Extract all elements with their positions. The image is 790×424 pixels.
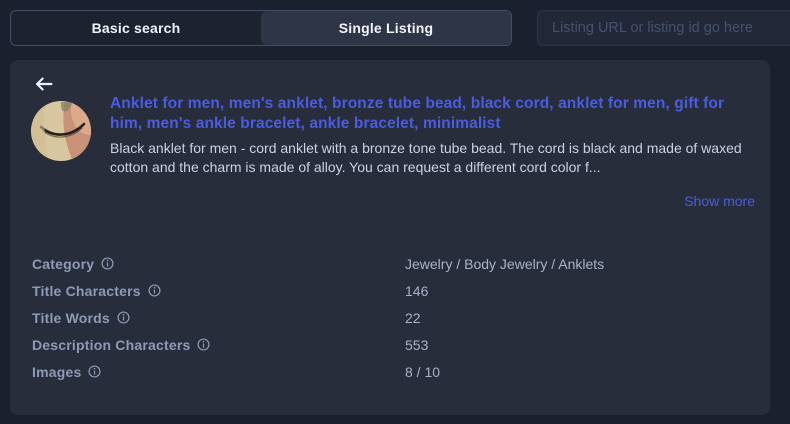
info-icon[interactable] [197,338,210,351]
stat-row-description-characters: Description Characters 553 [10,331,770,358]
stat-row-title-characters: Title Characters 146 [10,277,770,304]
stat-value: 146 [405,282,429,299]
listing-card: Anklet for men, men's anklet, bronze tub… [10,60,770,415]
stat-row-images: Images 8 / 10 [10,358,770,385]
info-icon[interactable] [148,284,161,297]
listing-stats: Category Jewelry / Body Jewelry / Anklet… [10,250,770,385]
arrow-left-icon [36,77,53,91]
stat-value: Jewelry / Body Jewelry / Anklets [405,255,605,272]
info-icon[interactable] [88,365,101,378]
tab-basic-search[interactable]: Basic search [91,20,181,36]
stat-value: 8 / 10 [405,363,441,380]
stat-label: Title Words [32,310,405,326]
stat-label-text: Category [32,255,95,272]
stat-label: Category [32,256,405,272]
stat-label-text: Description Characters [32,336,191,353]
stat-value: 22 [405,309,421,326]
anklet-photo-icon [31,101,91,161]
back-button[interactable] [32,72,56,96]
listing-title[interactable]: Anklet for men, men's anklet, bronze tub… [110,95,725,132]
stat-row-category: Category Jewelry / Body Jewelry / Anklet… [10,250,770,277]
stat-label: Description Characters [32,337,405,353]
stat-label-text: Title Characters [32,282,141,299]
show-more-link[interactable]: Show more [684,193,755,209]
stat-label: Images [32,364,405,380]
stat-row-title-words: Title Words 22 [10,304,770,331]
stat-label: Title Characters [32,283,405,299]
stat-label-text: Title Words [32,309,110,326]
listing-description: Black anklet for men - cord anklet with … [110,140,742,175]
info-icon[interactable] [101,257,114,270]
stat-value: 553 [405,336,429,353]
listing-thumbnail [31,101,91,161]
stat-label-text: Images [32,363,82,380]
tab-single-listing[interactable]: Single Listing [261,11,511,45]
listing-url-input[interactable] [537,10,790,46]
info-icon[interactable] [117,311,130,324]
search-mode-tabs: Basic search Single Listing [10,10,512,46]
